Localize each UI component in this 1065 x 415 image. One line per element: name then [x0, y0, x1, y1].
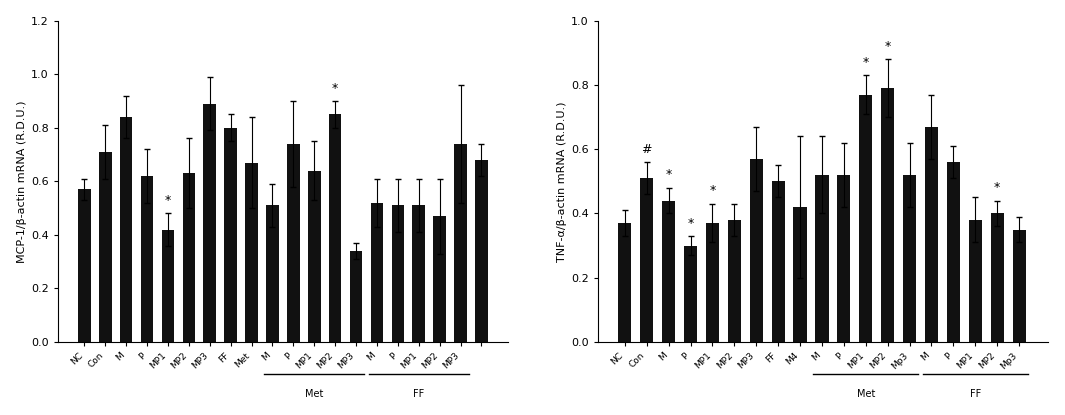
Text: *: *: [709, 184, 716, 198]
Text: *: *: [863, 56, 869, 69]
Bar: [412, 205, 425, 342]
Bar: [881, 88, 895, 342]
Bar: [640, 178, 653, 342]
Bar: [329, 115, 342, 342]
Bar: [78, 189, 91, 342]
Bar: [203, 104, 216, 342]
Bar: [433, 216, 446, 342]
Bar: [990, 213, 1003, 342]
Text: *: *: [165, 194, 171, 207]
Bar: [1013, 229, 1026, 342]
Y-axis label: MCP-1/β-actin mRNA (R.D.U.): MCP-1/β-actin mRNA (R.D.U.): [17, 100, 27, 263]
Text: Met: Met: [856, 388, 875, 398]
Bar: [141, 176, 153, 342]
Bar: [903, 175, 916, 342]
Bar: [793, 207, 806, 342]
Bar: [969, 220, 982, 342]
Text: FF: FF: [413, 388, 424, 398]
Text: *: *: [687, 217, 693, 229]
Bar: [245, 163, 258, 342]
Text: *: *: [666, 168, 672, 181]
Text: Met: Met: [305, 388, 324, 398]
Bar: [371, 203, 383, 342]
Bar: [859, 95, 872, 342]
Bar: [475, 160, 488, 342]
Text: *: *: [332, 82, 339, 95]
Bar: [99, 152, 112, 342]
Text: FF: FF: [969, 388, 981, 398]
Bar: [750, 159, 763, 342]
Bar: [225, 128, 236, 342]
Bar: [308, 171, 321, 342]
Bar: [771, 181, 785, 342]
Bar: [120, 117, 132, 342]
Bar: [455, 144, 466, 342]
Bar: [266, 205, 279, 342]
Bar: [684, 246, 698, 342]
Bar: [182, 173, 195, 342]
Bar: [727, 220, 741, 342]
Bar: [349, 251, 362, 342]
Text: #: #: [641, 143, 652, 156]
Bar: [662, 200, 675, 342]
Bar: [162, 229, 175, 342]
Bar: [706, 223, 719, 342]
Bar: [392, 205, 404, 342]
Bar: [924, 127, 938, 342]
Bar: [618, 223, 632, 342]
Bar: [288, 144, 299, 342]
Text: *: *: [994, 181, 1000, 194]
Y-axis label: TNF-α/β-actin mRNA (R.D.U.): TNF-α/β-actin mRNA (R.D.U.): [557, 101, 567, 261]
Bar: [816, 175, 829, 342]
Bar: [947, 162, 960, 342]
Bar: [837, 175, 851, 342]
Text: *: *: [885, 40, 890, 53]
